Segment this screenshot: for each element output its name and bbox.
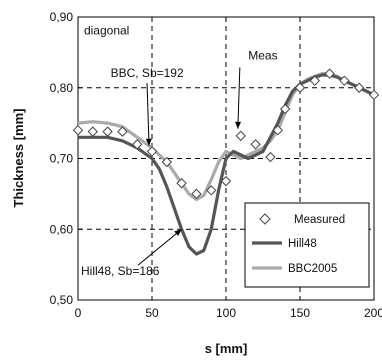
measured-point (102, 126, 113, 137)
legend-bbc2005-label: BBC2005 (288, 263, 337, 275)
x-tick-label: 200 (364, 306, 382, 320)
annotation-arrowhead-hill (174, 229, 182, 237)
annotation-bbc: BBC, Sb=192 (111, 66, 184, 80)
y-tick-label: 0,50 (50, 293, 74, 307)
annotations: diagonal BBC, Sb=192 Meas Hill48, Sb=186 (81, 24, 278, 279)
x-tick-label: 50 (145, 306, 159, 320)
series-line-hill48 (78, 73, 375, 256)
tick-labels: 0 50 100 150 200 0,50 0,60 0,70 0,80 0,90 (50, 10, 382, 320)
measured-point (131, 139, 143, 150)
x-tick-label: 100 (216, 306, 236, 320)
measured-point (146, 146, 158, 157)
y-tick-label: 0,70 (50, 152, 74, 166)
y-tick-label: 0,90 (50, 10, 74, 24)
x-axis-title: s [mm] (205, 341, 248, 356)
measured-point (205, 185, 217, 196)
measured-point (368, 89, 380, 101)
measured-point (324, 68, 335, 79)
annotation-arrow-meas (237, 67, 241, 129)
annotation-hill: Hill48, Sb=186 (81, 264, 160, 278)
measured-point (309, 75, 321, 86)
measured-point (279, 103, 291, 115)
legend-measured-label: Measured (294, 214, 345, 226)
annotation-diagonal: diagonal (84, 24, 129, 38)
annotation-meas: Meas (248, 48, 277, 62)
y-axis-title: Thickness [mm] (11, 109, 26, 208)
measured-point (294, 82, 306, 93)
measured-point (161, 156, 173, 168)
legend: Measured Hill48 BBC2005 (244, 202, 370, 288)
legend-hill48-label: Hill48 (288, 238, 317, 250)
annotation-arrow-hill (137, 228, 182, 266)
legend-measured-marker (259, 213, 271, 225)
measured-point (250, 139, 261, 150)
annotation-arrowhead-meas (235, 121, 242, 129)
measured-point (353, 82, 365, 93)
x-tick-label: 150 (290, 306, 310, 320)
measured-point (220, 175, 232, 187)
measured-point (191, 188, 202, 200)
x-tick-label: 0 (75, 306, 82, 320)
measured-point (87, 126, 99, 137)
measured-markers (72, 68, 380, 200)
measured-point (235, 130, 247, 142)
y-tick-label: 0,60 (50, 222, 74, 236)
measured-point (117, 126, 128, 137)
measured-point (339, 75, 350, 86)
y-tick-label: 0,80 (50, 81, 74, 95)
measured-point (72, 124, 84, 136)
measured-point (272, 124, 284, 136)
annotation-arrow-bbc (146, 83, 150, 146)
measured-point (176, 178, 187, 189)
measured-point (265, 151, 276, 163)
annotation-arrowhead-bbc (145, 138, 152, 146)
